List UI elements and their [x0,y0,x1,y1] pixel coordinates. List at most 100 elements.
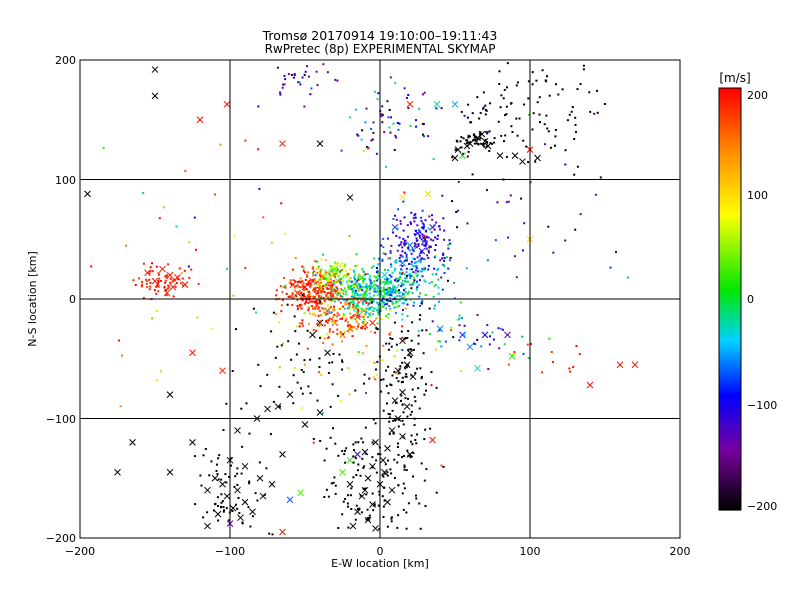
data-point-dot [145,282,148,285]
data-point-dot [166,287,169,290]
data-point-dot [301,280,304,283]
data-point-dot [332,330,335,333]
data-point-dot [344,293,347,296]
colorbar-band [719,120,741,123]
colorbar-band [719,344,741,347]
data-point-dot [362,296,365,299]
data-point-dot [361,352,364,355]
data-point-cross [279,528,286,536]
data-point-dot [359,474,362,477]
data-point-dot [401,349,404,351]
data-point-dot [410,339,413,342]
data-point-dot [322,276,325,279]
data-point-dot [347,321,349,324]
data-point-dot [383,292,386,295]
data-point-dot [217,519,220,522]
colorbar-band [719,410,741,413]
data-point-dot [350,280,353,283]
data-point-dot [357,275,360,278]
data-point-dot [546,75,548,78]
colorbar-band [719,416,741,419]
data-point-dot [315,286,318,289]
data-point-dot [360,286,363,289]
data-point-dot [376,316,378,319]
data-point-dot [315,70,318,73]
data-point-dot [279,405,281,408]
colorbar-band [719,156,741,159]
data-point-dot [395,372,398,375]
data-point-dot [443,259,446,262]
data-point-dot [421,329,424,332]
data-point-dot [344,288,347,291]
data-point-dot [522,353,525,355]
data-point-dot [248,480,251,483]
data-point-dot [374,331,376,334]
data-point-dot [248,482,251,485]
data-point-dot [382,409,385,412]
data-point-dot [354,265,357,267]
colorbar-band [719,132,741,135]
data-point-dot [379,307,382,309]
data-point-dot [387,348,390,351]
data-point-dot [323,278,326,280]
data-point-dot [383,131,386,134]
data-point-dot [226,267,228,270]
data-point-dot [396,122,399,124]
data-point-dot [341,513,344,516]
data-point-dot [424,219,427,222]
data-point-dot [336,312,339,315]
data-point-dot [521,249,524,252]
colorbar-band [719,146,741,149]
data-point-dot [403,357,406,359]
data-point-dot [216,463,218,466]
data-point-dot [493,141,496,144]
data-point-dot [238,512,241,515]
data-point-dot [330,268,333,271]
data-point-dot [397,280,399,282]
data-point-dot [164,281,167,284]
data-point-dot [410,275,413,278]
data-point-dot [314,274,317,277]
data-point-dot [423,479,426,482]
data-point-dot [350,285,353,288]
data-point-dot [307,280,310,283]
data-point-dot [230,464,232,467]
data-point-dot [363,465,366,468]
data-point-dot [291,291,294,294]
data-point-dot [405,253,408,256]
data-point-dot [414,372,417,374]
colorbar-band [719,374,741,377]
data-point-dot [146,280,149,283]
data-point-dot [385,313,388,316]
data-point-dot [430,384,433,387]
data-point-dot [423,393,426,396]
data-point-dot [326,282,329,285]
data-point-dot [339,270,342,272]
data-point-dot [484,104,487,107]
data-point-dot [388,420,391,423]
colorbar-band [719,178,741,181]
data-point-dot [599,176,602,179]
data-point-dot [409,268,412,271]
data-point-dot [278,366,281,369]
data-point-dot [354,291,357,294]
data-point-dot [371,138,374,141]
data-point-dot [428,282,431,285]
data-point-cross [223,492,231,500]
data-point-dot [460,146,463,149]
colorbar-band [719,350,741,353]
data-point-dot [322,296,325,299]
colorbar-band [719,236,741,239]
colorbar-band [719,254,741,257]
data-point-dot [536,101,539,104]
data-point-dot [463,324,466,327]
data-point-dot [390,263,392,266]
data-point-dot [280,310,283,313]
data-point-dot [329,296,332,299]
data-point-dot [296,281,299,284]
data-point-dot [419,231,422,234]
colorbar-band [719,504,741,507]
data-point-dot [419,367,422,370]
data-point-dot [401,376,404,379]
colorbar-band [719,206,741,209]
